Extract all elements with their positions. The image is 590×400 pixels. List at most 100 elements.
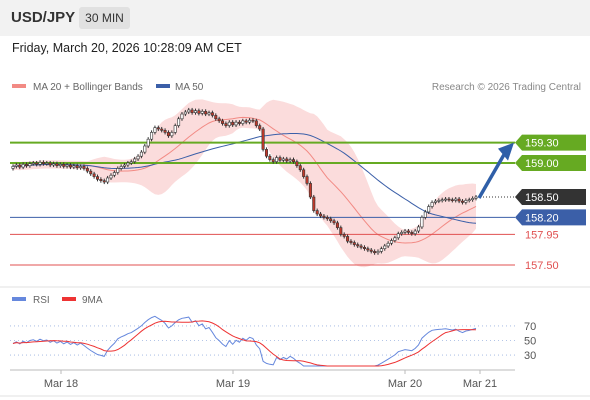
candle bbox=[312, 194, 316, 213]
candle bbox=[352, 240, 356, 247]
x-axis-label: Mar 21 bbox=[463, 378, 497, 390]
candle bbox=[322, 214, 326, 220]
candle bbox=[275, 155, 279, 164]
candle bbox=[231, 120, 235, 127]
legend-swatch-ma20 bbox=[12, 84, 26, 88]
candle bbox=[241, 118, 245, 126]
candle bbox=[325, 215, 329, 221]
candle bbox=[28, 161, 32, 168]
candle bbox=[38, 160, 42, 167]
candle bbox=[437, 198, 441, 204]
candle bbox=[221, 118, 225, 126]
ma20-line bbox=[12, 116, 477, 244]
candle bbox=[413, 228, 417, 236]
candle bbox=[160, 126, 164, 133]
candle bbox=[251, 118, 255, 123]
candle bbox=[41, 160, 45, 166]
candle bbox=[89, 169, 93, 176]
candle bbox=[92, 171, 96, 179]
candle bbox=[457, 197, 461, 204]
x-axis-label: Mar 20 bbox=[388, 378, 422, 390]
candle bbox=[166, 130, 170, 138]
candle bbox=[190, 107, 194, 115]
candle bbox=[207, 110, 211, 117]
candle bbox=[224, 121, 228, 128]
candle bbox=[62, 162, 66, 169]
candle bbox=[210, 110, 214, 118]
candle bbox=[379, 246, 383, 254]
candle bbox=[349, 239, 353, 245]
candle bbox=[346, 234, 350, 244]
candle bbox=[156, 125, 160, 132]
candle bbox=[427, 204, 431, 214]
forecast-arrow-head bbox=[498, 142, 514, 161]
rsi-ma-line bbox=[12, 320, 476, 367]
candle bbox=[170, 130, 174, 138]
candle bbox=[150, 130, 154, 142]
candle bbox=[21, 162, 25, 170]
candle bbox=[417, 224, 421, 234]
candle bbox=[376, 249, 380, 255]
candle bbox=[65, 163, 69, 169]
candle bbox=[217, 116, 221, 123]
candle bbox=[474, 194, 478, 201]
support-label: 158.20 bbox=[525, 212, 559, 224]
candle bbox=[85, 166, 89, 174]
candle bbox=[264, 147, 268, 159]
candle bbox=[268, 154, 272, 162]
candle bbox=[82, 164, 86, 171]
candle bbox=[248, 118, 252, 125]
candle bbox=[285, 156, 289, 163]
candle bbox=[143, 143, 147, 155]
candle bbox=[319, 211, 323, 219]
candle bbox=[359, 243, 363, 250]
rsi-tick-label: 70 bbox=[524, 321, 536, 333]
candle bbox=[295, 159, 299, 168]
legend-rsi-label: RSI bbox=[33, 295, 50, 306]
candle bbox=[410, 230, 414, 236]
current-price-label: 158.50 bbox=[525, 192, 559, 204]
candle bbox=[460, 199, 464, 205]
candle bbox=[356, 242, 360, 248]
candle bbox=[126, 160, 130, 168]
candle bbox=[68, 163, 72, 170]
candle bbox=[433, 199, 437, 205]
candle bbox=[420, 215, 424, 229]
resistance-tag bbox=[515, 155, 586, 171]
legend-ma50-label: MA 50 bbox=[175, 82, 204, 93]
candle bbox=[369, 248, 373, 254]
candle bbox=[406, 228, 410, 235]
candle bbox=[234, 120, 238, 127]
candle bbox=[197, 108, 201, 116]
support-tag bbox=[515, 209, 586, 226]
candle bbox=[383, 243, 387, 251]
x-axis-label: Mar 18 bbox=[44, 378, 78, 390]
candle bbox=[278, 155, 282, 163]
timeframe-button[interactable]: 30 MIN bbox=[79, 7, 130, 29]
candle bbox=[200, 109, 204, 116]
forecast-arrow bbox=[477, 153, 506, 199]
candle bbox=[75, 163, 79, 170]
rsi-line bbox=[12, 315, 477, 367]
candle bbox=[193, 108, 197, 115]
candle bbox=[119, 164, 123, 171]
candle bbox=[258, 123, 262, 132]
rsi-tick-label: 50 bbox=[524, 336, 536, 348]
candle bbox=[72, 163, 76, 170]
candle bbox=[133, 156, 137, 164]
candle bbox=[302, 167, 306, 179]
candle bbox=[129, 159, 133, 166]
symbol-label: USD/JPY bbox=[11, 9, 76, 26]
candle bbox=[467, 197, 471, 203]
candle bbox=[430, 200, 434, 209]
candle bbox=[332, 218, 336, 225]
candle bbox=[52, 161, 56, 168]
candle bbox=[315, 208, 319, 217]
candle bbox=[423, 209, 427, 220]
candle bbox=[177, 116, 181, 128]
candle bbox=[14, 163, 18, 169]
candle bbox=[55, 161, 59, 168]
candle bbox=[11, 164, 15, 171]
candle bbox=[153, 125, 157, 135]
